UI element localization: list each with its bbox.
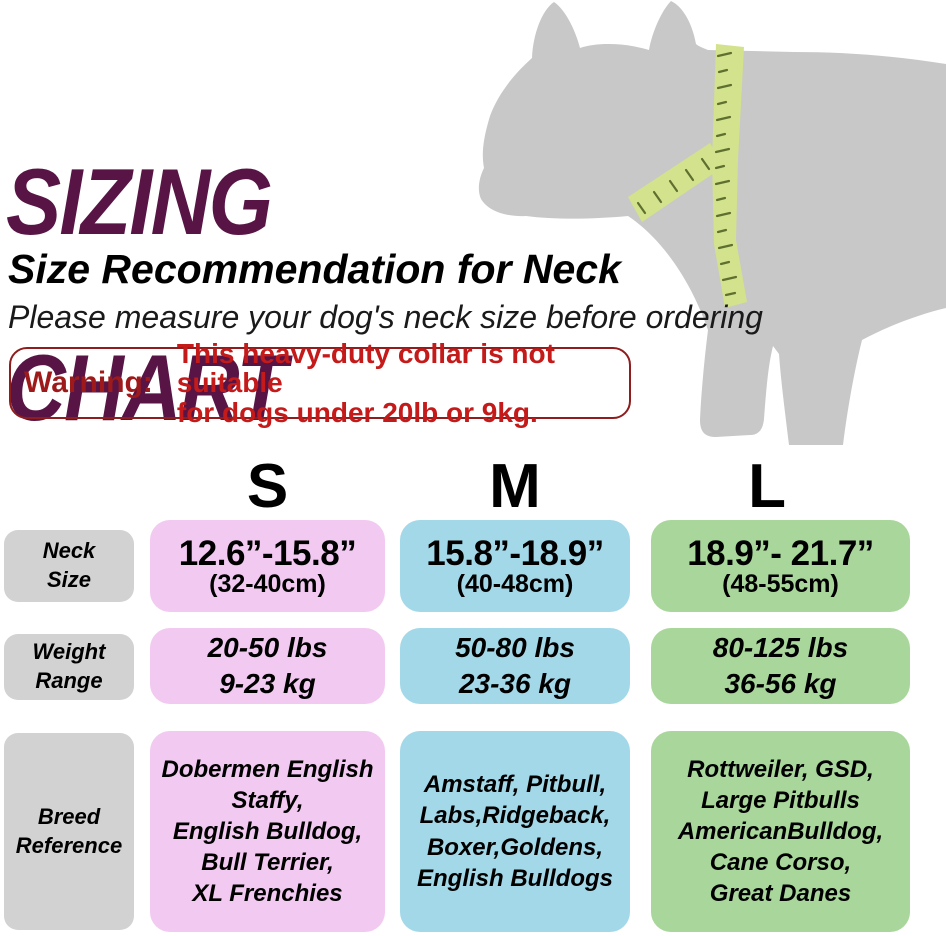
dog-measuring-tape-illustration: [478, 1, 946, 445]
column-header-l: L: [748, 452, 786, 521]
breed-reference-cell-l: Rottweiler, GSD, Large Pitbulls American…: [651, 731, 910, 932]
measuring-tape: [628, 44, 747, 308]
breed-reference-cell-s: Dobermen English Staffy, English Bulldog…: [150, 731, 385, 932]
dog-silhouette: [478, 1, 946, 445]
weight-range-cell-m: 50-80 lbs 23-36 kg: [400, 628, 630, 704]
warning-text: This heavy-duty collar is not suitable f…: [176, 338, 555, 428]
column-header-s: S: [246, 452, 289, 521]
neck-size-l-inches: 18.9”- 21.7”: [687, 533, 874, 573]
column-header-m: M: [489, 452, 541, 521]
page-title-line1: SIZING: [6, 149, 273, 255]
neck-size-s-inches: 12.6”-15.8”: [178, 533, 357, 573]
row-header-weight-range: Weight Range: [4, 634, 134, 700]
row-header-neck-size: Neck Size: [4, 530, 134, 602]
neck-size-m-cm: (40-48cm): [456, 570, 574, 599]
neck-size-m-inches: 15.8”-18.9”: [426, 533, 604, 573]
neck-size-cell-s: 12.6”-15.8” (32-40cm): [150, 520, 385, 612]
weight-range-cell-l: 80-125 lbs 36-56 kg: [651, 628, 910, 704]
neck-size-cell-m: 15.8”-18.9” (40-48cm): [400, 520, 630, 612]
row-header-breed-reference: Breed Reference: [4, 733, 134, 930]
measure-note: Please measure your dog's neck size befo…: [8, 299, 763, 335]
tape-tick-marks: [636, 51, 738, 297]
neck-size-l-cm: (48-55cm): [722, 570, 839, 599]
breed-reference-cell-m: Amstaff, Pitbull, Labs,Ridgeback, Boxer,…: [400, 731, 630, 932]
neck-size-cell-l: 18.9”- 21.7” (48-55cm): [651, 520, 910, 612]
page-subtitle: Size Recommendation for Neck: [8, 246, 621, 292]
neck-size-s-cm: (32-40cm): [209, 570, 326, 599]
weight-range-cell-s: 20-50 lbs 9-23 kg: [150, 628, 385, 704]
warning-label: Warning:: [24, 366, 153, 399]
warning-box: Warning: This heavy-duty collar is not s…: [9, 339, 631, 427]
